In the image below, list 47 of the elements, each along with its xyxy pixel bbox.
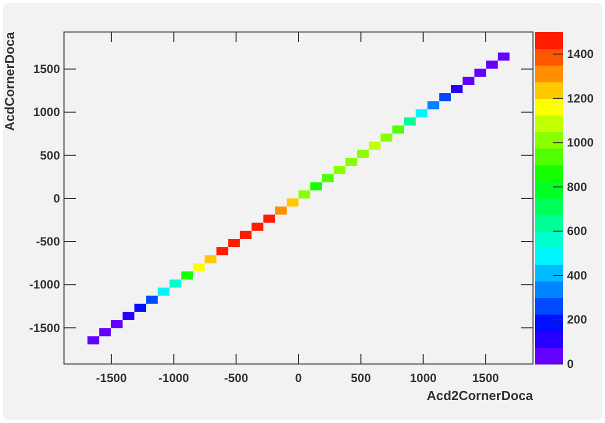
color-bar-label: 0 <box>567 357 574 371</box>
y-tick-label: -500 <box>36 234 60 249</box>
y-tick-label: -1000 <box>29 278 60 292</box>
point <box>310 182 322 190</box>
point <box>357 150 369 158</box>
color-bar-label: 400 <box>567 268 588 282</box>
point <box>170 279 182 288</box>
point <box>275 206 287 215</box>
point <box>380 134 392 142</box>
point <box>462 76 474 85</box>
point <box>404 117 416 126</box>
color-bar-label: 1400 <box>567 47 594 62</box>
y-tick-label: 1000 <box>33 105 60 120</box>
y-tick-label: 0 <box>53 191 60 206</box>
color-bar-label: 600 <box>567 224 588 238</box>
point <box>146 296 158 304</box>
point <box>298 190 310 198</box>
x-tick-label: 500 <box>350 371 372 385</box>
y-axis-title: AcdCornerDoca <box>2 31 17 131</box>
x-tick-label: -500 <box>224 371 248 385</box>
x-tick-label: 1500 <box>472 371 500 385</box>
x-tick-label: 1000 <box>410 371 437 385</box>
color-bar-label: 200 <box>567 312 588 327</box>
point <box>439 93 451 102</box>
point <box>252 222 264 231</box>
point <box>204 255 216 264</box>
point <box>99 328 111 336</box>
color-bar-label: 800 <box>567 180 588 194</box>
point <box>334 166 346 174</box>
y-tick-label: 1500 <box>33 62 60 76</box>
point <box>392 125 404 134</box>
color-bar-label: 1200 <box>567 91 594 106</box>
point <box>181 271 193 280</box>
y-tick-label: 500 <box>40 148 60 162</box>
point <box>416 109 428 118</box>
y-tick-label: -1500 <box>29 320 60 335</box>
point <box>345 158 358 166</box>
x-tick-label: -1500 <box>96 371 128 385</box>
point <box>486 60 498 69</box>
point <box>286 198 298 207</box>
point <box>122 312 134 320</box>
point <box>450 84 463 94</box>
x-tick-label: 0 <box>295 371 302 385</box>
point <box>228 238 240 248</box>
x-axis-title: Acd2CornerDoca <box>426 388 534 403</box>
x-tick-label: -1000 <box>158 371 190 385</box>
color-bar-label: 1000 <box>567 136 594 150</box>
